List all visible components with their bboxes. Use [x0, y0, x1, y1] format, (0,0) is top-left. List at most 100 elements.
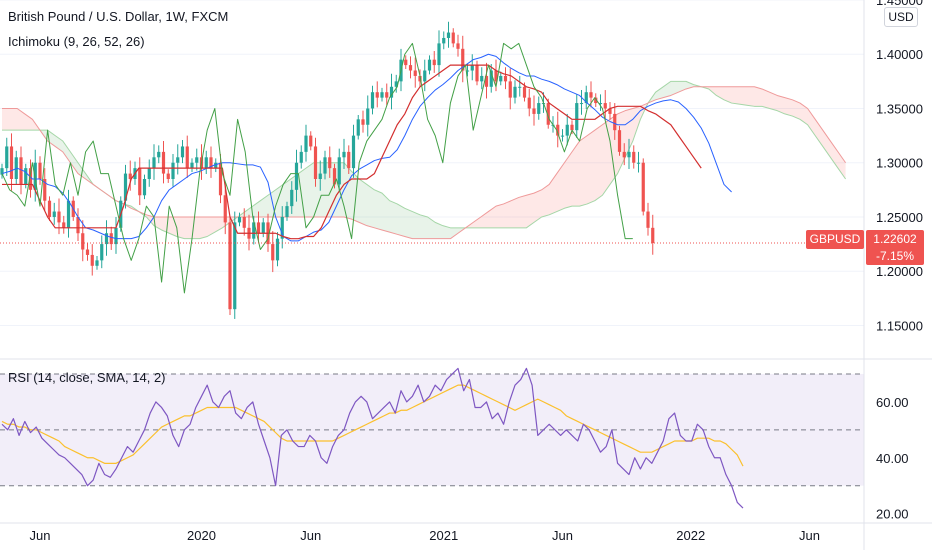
- candle-down: [309, 135, 313, 147]
- cloud-segment: [800, 103, 808, 125]
- candle-down: [632, 151, 636, 163]
- candle-up: [252, 222, 256, 239]
- cloud-segment: [275, 184, 284, 217]
- span-a-line: [2, 80, 847, 240]
- candle-down: [484, 75, 489, 87]
- currency-button[interactable]: USD: [884, 7, 918, 27]
- candle-down: [651, 227, 655, 244]
- price-tick-label: 1.40000: [876, 47, 923, 62]
- candle-down: [641, 162, 645, 212]
- candle-up: [233, 222, 237, 310]
- cloud-segment: [526, 193, 534, 228]
- candle-up: [513, 86, 517, 98]
- cloud-segment: [602, 119, 610, 196]
- cloud-segment: [724, 86, 732, 104]
- candle-down: [413, 70, 417, 76]
- cloud-segment: [24, 113, 33, 131]
- cloud-segment: [70, 151, 78, 174]
- candle-up: [575, 103, 579, 131]
- candle-down: [451, 32, 455, 44]
- candle-down: [47, 200, 52, 217]
- cloud-segment: [9, 108, 18, 131]
- candle-down: [128, 173, 132, 179]
- cloud-segment: [412, 211, 420, 239]
- cloud-segment: [359, 179, 367, 226]
- candle-down: [546, 103, 550, 125]
- ichimoku-cloud: [2, 80, 847, 240]
- candle-down: [313, 146, 318, 179]
- candle-up: [627, 151, 631, 158]
- candle-up: [275, 238, 280, 261]
- candle-up: [470, 65, 474, 71]
- candle-up: [489, 70, 493, 87]
- candle-up: [147, 168, 151, 179]
- candle-up: [565, 124, 569, 136]
- candle-down: [218, 162, 223, 196]
- cloud-segment: [283, 179, 291, 217]
- candle-down: [432, 59, 436, 66]
- rsi-tick-label: 40.00: [876, 451, 909, 466]
- candle-up: [204, 157, 208, 169]
- chikou-line: [1, 42, 633, 294]
- time-tick-label: 2020: [187, 528, 216, 543]
- cloud-segment: [298, 168, 306, 217]
- candle-down: [503, 75, 508, 82]
- candle-up: [318, 173, 322, 179]
- candle-down: [494, 70, 498, 82]
- cloud-segment: [541, 184, 550, 217]
- candle-up: [195, 157, 199, 163]
- candle-down: [456, 43, 460, 49]
- candle-up: [190, 162, 194, 169]
- cloud-segment: [518, 195, 527, 228]
- cloud-segment: [564, 151, 572, 209]
- candle-down: [594, 97, 598, 104]
- candle-up: [636, 162, 641, 164]
- candle-down: [228, 222, 232, 310]
- candle-up: [0, 168, 4, 175]
- cloud-segment: [374, 189, 382, 230]
- candle-down: [347, 151, 351, 169]
- cloud-segment: [55, 135, 63, 152]
- cloud-segment: [822, 130, 831, 158]
- cloud-segment: [473, 216, 481, 228]
- candle-down: [613, 113, 617, 131]
- candle-down: [38, 162, 42, 179]
- cloud-segment: [321, 162, 329, 217]
- candle-up: [518, 86, 522, 88]
- cloud-segment: [344, 162, 352, 220]
- candle-down: [570, 124, 574, 131]
- rsi-tick-label: 20.00: [876, 507, 909, 522]
- candle-up: [366, 108, 370, 125]
- candle-down: [166, 173, 170, 179]
- cloud-segment: [549, 173, 557, 215]
- candle-up: [142, 179, 147, 196]
- cloud-segment: [176, 216, 185, 239]
- candle-up: [423, 70, 427, 82]
- time-tick-label: Jun: [30, 528, 51, 543]
- candle-up: [100, 244, 104, 261]
- candle-down: [527, 97, 531, 109]
- cloud-segment: [610, 113, 618, 185]
- cloud-segment: [503, 200, 512, 228]
- candle-up: [104, 233, 109, 245]
- candle-down: [28, 168, 33, 190]
- candle-down: [90, 254, 94, 266]
- cloud-segment: [47, 130, 56, 147]
- time-tick-label: Jun: [300, 528, 321, 543]
- cloud-segment: [207, 216, 215, 237]
- candle-up: [437, 43, 441, 66]
- cloud-segment: [435, 222, 443, 239]
- cloud-segment: [404, 208, 413, 239]
- candle-down: [461, 48, 465, 71]
- price-tick-label: 1.35000: [876, 101, 923, 116]
- candle-down: [328, 157, 332, 169]
- candle-up: [261, 222, 265, 234]
- candle-down: [76, 216, 80, 234]
- rsi-line: [1, 367, 744, 509]
- cloud-segment: [427, 216, 436, 239]
- candle-up: [157, 151, 161, 158]
- candle-up: [290, 189, 294, 207]
- candle-up: [280, 216, 284, 239]
